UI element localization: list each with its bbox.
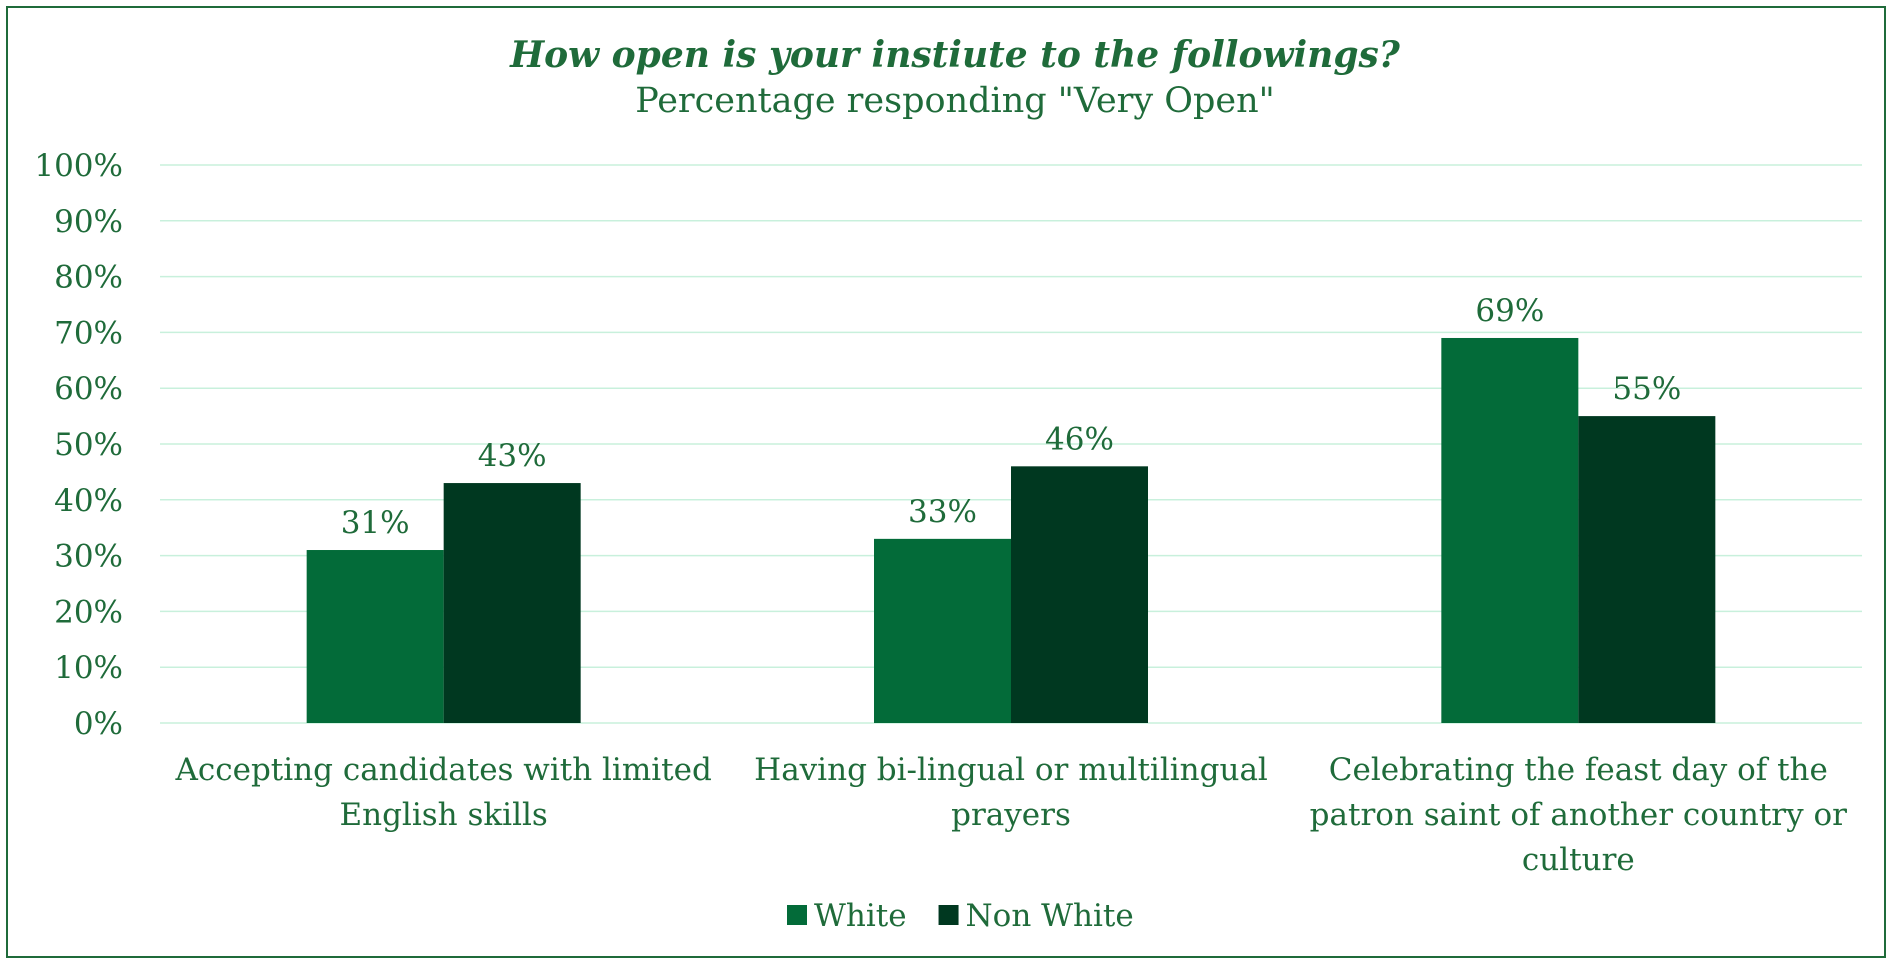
y-tick-label: 70% [54,315,123,351]
chart-subtitle: Percentage responding "Very Open" [635,81,1275,121]
legend-swatch [938,905,959,925]
bar-white [1441,337,1579,723]
data-label: 33% [908,494,977,530]
y-tick-label: 100% [34,148,123,184]
x-category-label-line: culture [1522,842,1635,878]
data-labels: 31% 43% 33% 46% 69% 55% [341,293,1682,541]
x-category-label-line: Accepting candidates with limited [175,752,712,788]
legend-label: White [814,898,907,934]
data-label: 46% [1045,421,1114,457]
bar-non-white [1578,416,1716,723]
bar-non-white [443,483,581,723]
y-tick-label: 90% [54,204,123,240]
y-tick-label: 60% [54,371,123,407]
bar-non-white [1011,466,1148,723]
y-tick-label: 50% [54,427,123,463]
chart-title: How open is your instiute to the followi… [509,34,1401,76]
y-tick-label: 80% [54,260,123,296]
y-tick-label: 0% [74,706,123,742]
x-category-label: Celebrating the feast day of the patron s… [1310,752,1847,878]
x-axis-categories: Accepting candidates with limited English… [175,752,1848,878]
legend-label: Non White [966,898,1134,934]
y-tick-label: 40% [54,483,123,519]
x-category-label-line: patron saint of another country or [1310,797,1847,833]
x-category-label: Having bi-lingual or multilingual prayers [754,752,1268,833]
bar-white [874,538,1011,723]
data-label: 69% [1475,293,1544,329]
bars [306,337,1716,723]
x-category-label-line: English skills [339,797,547,833]
data-label: 43% [478,438,547,474]
x-category-label: Accepting candidates with limited English… [175,752,712,833]
data-label: 55% [1612,371,1681,407]
x-category-label-line: Having bi-lingual or multilingual [754,752,1268,788]
bar-white [306,550,444,723]
legend: White Non White [787,898,1134,934]
y-axis-ticks: 0% 10% 20% 30% 40% 50% 60% 70% 80% 90% 100% [34,148,123,742]
y-tick-label: 30% [54,539,123,575]
x-category-label-line: Celebrating the feast day of the [1329,752,1828,788]
legend-swatch [787,905,807,925]
data-label: 31% [341,505,410,541]
y-tick-label: 10% [54,650,123,686]
x-category-label-line: prayers [951,797,1071,833]
y-tick-label: 20% [54,594,123,630]
